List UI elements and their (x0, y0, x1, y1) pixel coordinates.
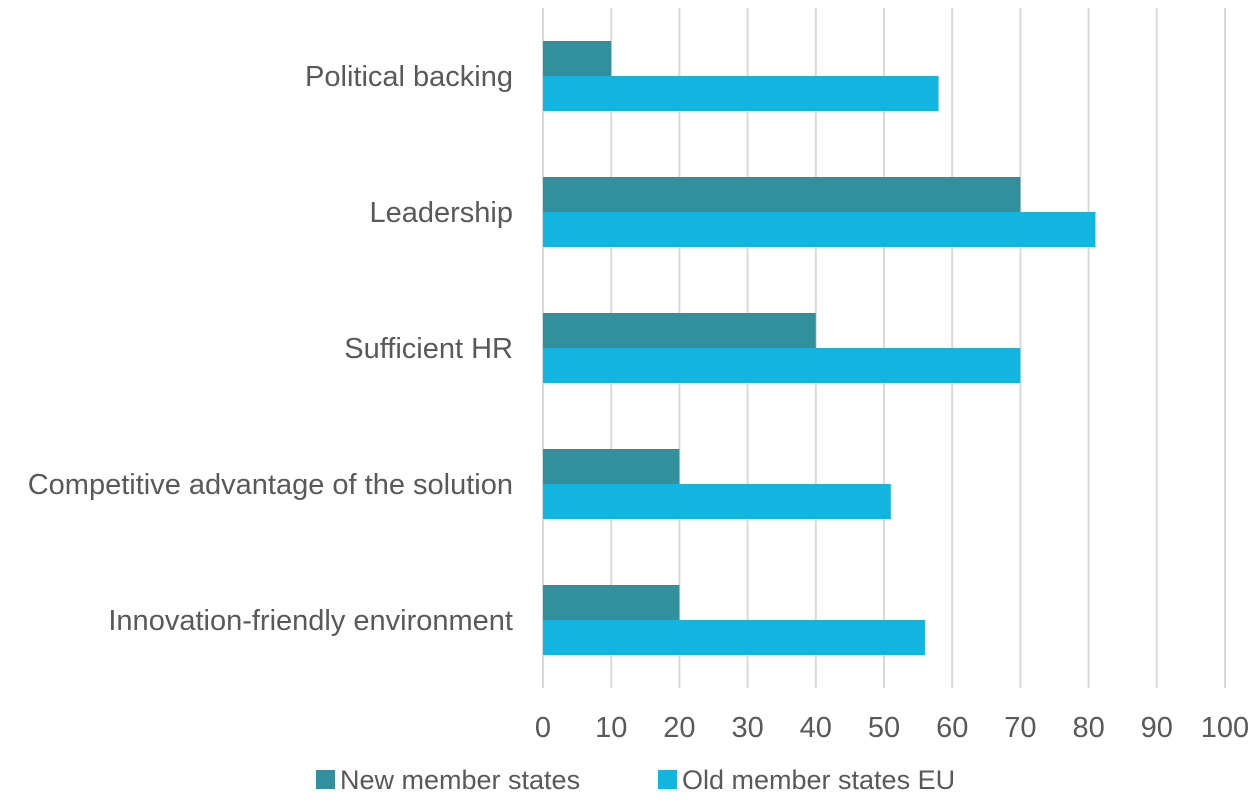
bar-new-member-states-leadership (543, 177, 1021, 212)
category-label-political-backing: Political backing (305, 61, 513, 93)
category-labels: Political backing Leadership Sufficient HR… (28, 61, 513, 637)
x-tick-label-50: 50 (868, 712, 900, 744)
category-label-competitive-advantage-of-the-solution: Competitive advantage of the solution (28, 469, 513, 501)
bar-old-member-states-eu-competitive-advantage-of-the-solution (543, 484, 891, 519)
x-tick-label-10: 10 (595, 712, 627, 744)
bar-new-member-states-political-backing (543, 41, 612, 76)
legend-label-old-member-states-eu: Old member states EU (682, 765, 955, 795)
x-tick-label-70: 70 (1004, 712, 1036, 744)
legend-swatch-new-member-states (316, 770, 335, 789)
x-tick-label-20: 20 (663, 712, 695, 744)
x-tick-label-80: 80 (1072, 712, 1104, 744)
bar-old-member-states-eu-political-backing (543, 76, 939, 111)
category-label-leadership: Leadership (370, 197, 514, 229)
bar-new-member-states-innovation-friendly-environment (543, 585, 680, 620)
legend-label-new-member-states: New member states (340, 765, 580, 795)
bar-old-member-states-eu-innovation-friendly-environment (543, 620, 925, 655)
bar-new-member-states-sufficient-hr (543, 313, 816, 348)
bar-old-member-states-eu-leadership (543, 212, 1096, 247)
bar-old-member-states-eu-sufficient-hr (543, 348, 1021, 383)
x-tick-label-60: 60 (936, 712, 968, 744)
x-tick-label-0: 0 (535, 712, 551, 744)
x-tick-labels: 0 10 20 30 40 50 60 70 80 90 100 (535, 712, 1249, 744)
legend-swatch-old-member-states-eu (658, 770, 677, 789)
legend: New member states Old member states EU (316, 765, 955, 795)
category-label-innovation-friendly-environment: Innovation-friendly environment (108, 605, 513, 637)
category-label-sufficient-hr: Sufficient HR (344, 333, 513, 365)
x-tick-label-40: 40 (800, 712, 832, 744)
bars (543, 41, 1096, 655)
x-tick-label-100: 100 (1201, 712, 1249, 744)
x-tick-label-90: 90 (1141, 712, 1173, 744)
bar-new-member-states-competitive-advantage-of-the-solution (543, 449, 680, 484)
x-tick-label-30: 30 (731, 712, 763, 744)
